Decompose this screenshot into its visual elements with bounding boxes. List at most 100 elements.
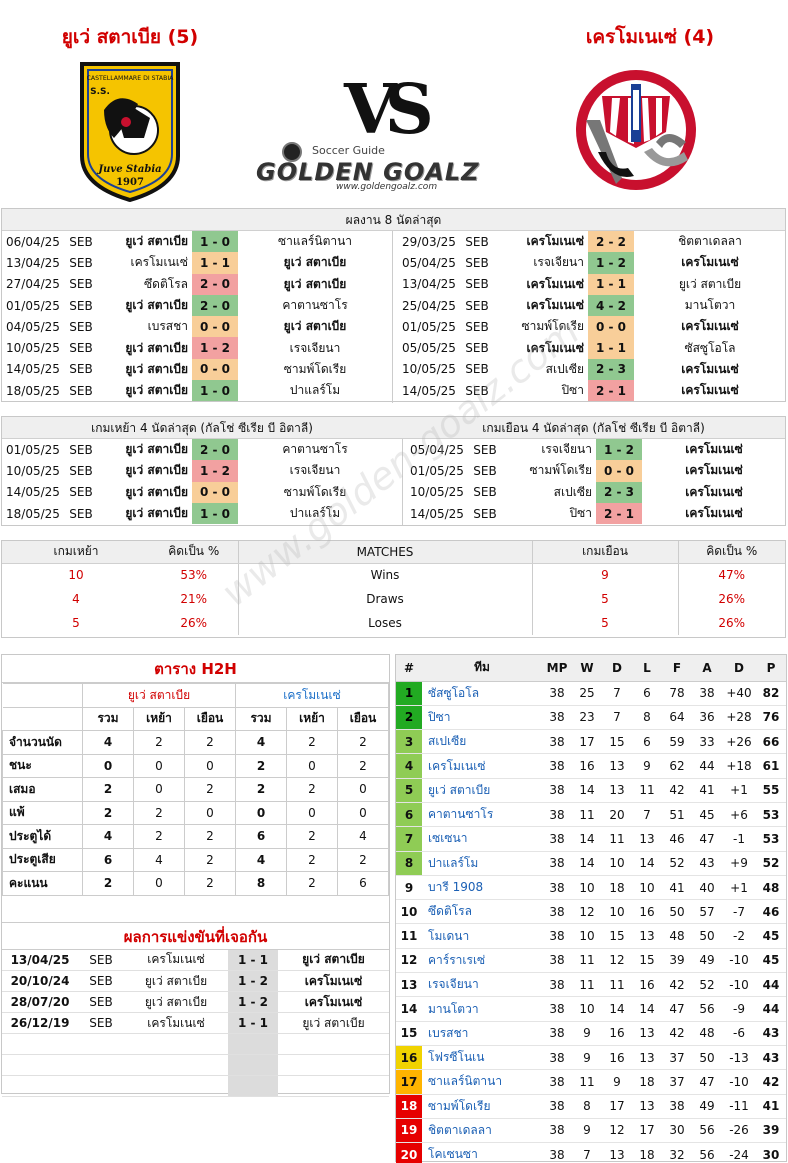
standings-row[interactable]: 17 ซาแลร์นิตานา 38 11 9 18 37 47 -10 42 bbox=[396, 1069, 786, 1095]
result-team-1: สเปเซีย bbox=[553, 484, 592, 499]
standings-team-link[interactable]: ซาแลร์นิตานา bbox=[422, 1069, 542, 1095]
standings-a: 56 bbox=[692, 996, 722, 1022]
standings-team-link[interactable]: มานโตวา bbox=[422, 996, 542, 1022]
standings-row[interactable]: 9 บารี 1908 38 10 18 10 41 40 +1 48 bbox=[396, 875, 786, 901]
standings-team-link[interactable]: คาตานซาโร bbox=[422, 802, 542, 828]
h2h-value: 2 bbox=[184, 730, 236, 755]
standings-team-link[interactable]: ยูเว่ สตาเบีย bbox=[422, 778, 542, 803]
meeting-team-2: เครโมเนเซ่ bbox=[278, 991, 389, 1013]
result-team-2: ซามพ์โดเรีย bbox=[283, 484, 347, 499]
home-logo-text-ss: S.S. bbox=[90, 87, 110, 97]
standings-row[interactable]: 14 มานโตวา 38 10 14 14 47 56 -9 44 bbox=[396, 996, 786, 1022]
standings-team-link[interactable]: บารี 1908 bbox=[422, 875, 542, 901]
standings-team-link[interactable]: ปิซา bbox=[422, 705, 542, 731]
standings-f: 62 bbox=[662, 753, 692, 779]
h2h-value: 2 bbox=[184, 871, 236, 896]
standings-row[interactable]: 8 ปาแลร์โม 38 14 10 14 52 43 +9 52 bbox=[396, 851, 786, 876]
summary-label: Draws bbox=[237, 587, 533, 611]
result-team-2: เครโมเนเซ่ bbox=[681, 383, 739, 398]
meeting-team-2: เครโมเนเซ่ bbox=[278, 970, 389, 992]
result-team-2: ซามพ์โดเรีย bbox=[283, 361, 347, 376]
result-team-1: ซึดติโรล bbox=[144, 276, 188, 291]
empty-cell bbox=[278, 1033, 389, 1055]
result-league: SEB bbox=[69, 319, 93, 334]
standings-w: 14 bbox=[572, 826, 602, 852]
standings-row[interactable]: 13 เรจเจียนา 38 11 11 16 42 52 -10 44 bbox=[396, 972, 786, 998]
match-header: ยูเว่ สตาเบีย (5) เครโมเนเซ่ (4) CASTELL… bbox=[0, 0, 788, 208]
standings-points: 46 bbox=[756, 899, 786, 925]
standings-team-link[interactable]: โคเซนซา bbox=[422, 1142, 542, 1163]
standings-row[interactable]: 1 ซัสซูโอโล 38 25 7 6 78 38 +40 82 bbox=[396, 681, 786, 706]
league-standings-panel: # ทีม MP W D L F A D P 1 ซัสซูโอโล 38 25 7 6 78 38 +40 82 2… bbox=[395, 654, 787, 1163]
standings-rank: 1 bbox=[396, 681, 422, 706]
standings-mp: 38 bbox=[542, 923, 572, 949]
empty-cell bbox=[78, 1054, 124, 1076]
standings-team-link[interactable]: ซามพ์โดเรีย bbox=[422, 1094, 542, 1119]
standings-w: 10 bbox=[572, 996, 602, 1022]
standings-header: A bbox=[692, 655, 722, 682]
result-team-1: เครโมเนเซ่ bbox=[526, 276, 584, 291]
standings-row[interactable]: 15 เบรสชา 38 9 16 13 42 48 -6 43 bbox=[396, 1021, 786, 1046]
standings-team-link[interactable]: เบรสชา bbox=[422, 1021, 542, 1046]
result-date: 29/03/25 bbox=[402, 234, 456, 249]
standings-row[interactable]: 2 ปิซา 38 23 7 8 64 36 +28 76 bbox=[396, 705, 786, 731]
result-row: 13/04/25 SEB เครโมเนเซ่ 1 - 1 ยูเว่ สตาเบีย bbox=[2, 252, 392, 274]
standings-row[interactable]: 12 คาร์ราเรเซ่ 38 11 12 15 39 49 -10 45 bbox=[396, 948, 786, 974]
result-team-1: ปิซา bbox=[569, 506, 593, 521]
standings-row[interactable]: 5 ยูเว่ สตาเบีย 38 14 13 11 42 41 +1 55 bbox=[396, 778, 786, 803]
standings-team-link[interactable]: โฟรซีโนเน bbox=[422, 1045, 542, 1071]
standings-mp: 38 bbox=[542, 1021, 572, 1046]
standings-team-link[interactable]: เซเซนา bbox=[422, 826, 542, 852]
h2h-value: 0 bbox=[184, 753, 236, 778]
standings-team-link[interactable]: ชิตตาเดลลา bbox=[422, 1118, 542, 1144]
standings-gd: +1 bbox=[722, 875, 756, 901]
h2h-value: 4 bbox=[337, 824, 389, 849]
meeting-team-1: ยูเว่ สตาเบีย bbox=[124, 970, 228, 992]
meetings-table: 13/04/25 SEB เครโมเนเซ่ 1 - 1 ยูเว่ สตาเบีย 2… bbox=[2, 949, 389, 1097]
result-league: SEB bbox=[465, 362, 489, 377]
standings-f: 50 bbox=[662, 899, 692, 925]
summary-row: 4 21% Draws 5 26% bbox=[2, 587, 785, 611]
h2h-value: 2 bbox=[133, 800, 185, 825]
h2h-value: 0 bbox=[337, 800, 389, 825]
standings-mp: 38 bbox=[542, 1045, 572, 1071]
meeting-row: 26/12/19 SEB เครโมเนเซ่ 1 - 1 ยูเว่ สตาเบีย bbox=[2, 1012, 389, 1034]
standings-team-link[interactable]: ซัสซูโอโล bbox=[422, 681, 542, 706]
standings-row[interactable]: 3 สเปเซีย 38 17 15 6 59 33 +26 66 bbox=[396, 729, 786, 755]
standings-row[interactable]: 16 โฟรซีโนเน 38 9 16 13 37 50 -13 43 bbox=[396, 1045, 786, 1071]
h2h-value: 2 bbox=[337, 847, 389, 872]
home-logo-text-year: 1907 bbox=[116, 177, 144, 188]
standings-row[interactable]: 6 คาตานซาโร 38 11 20 7 51 45 +6 53 bbox=[396, 802, 786, 828]
standings-team-link[interactable]: เครโมเนเซ่ bbox=[422, 753, 542, 779]
standings-row[interactable]: 19 ชิตตาเดลลา 38 9 12 17 30 56 -26 39 bbox=[396, 1118, 786, 1144]
result-row: 01/05/25 SEB ซามพ์โดเรีย 0 - 0 เครโมเนเซ่ bbox=[406, 460, 786, 482]
standings-d: 15 bbox=[602, 729, 632, 755]
standings-a: 52 bbox=[692, 972, 722, 998]
result-team-2: ปาแลร์โม bbox=[289, 506, 341, 521]
result-row: 18/05/25 SEB ยูเว่ สตาเบีย 1 - 0 ปาแลร์โม bbox=[2, 380, 392, 402]
standings-a: 57 bbox=[692, 899, 722, 925]
meeting-row-empty bbox=[2, 1033, 389, 1055]
standings-team-link[interactable]: เรจเจียนา bbox=[422, 972, 542, 998]
h2h-row: จำนวนนัด 4 2 2 4 2 2 bbox=[2, 730, 389, 755]
result-league: SEB bbox=[473, 506, 497, 521]
h2h-value: 0 bbox=[133, 777, 185, 802]
standings-team-link[interactable]: สเปเซีย bbox=[422, 729, 542, 755]
standings-team-link[interactable]: โมเดนา bbox=[422, 923, 542, 949]
standings-row[interactable]: 4 เครโมเนเซ่ 38 16 13 9 62 44 +18 61 bbox=[396, 753, 786, 779]
standings-row[interactable]: 18 ซามพ์โดเรีย 38 8 17 13 38 49 -11 41 bbox=[396, 1094, 786, 1119]
standings-a: 47 bbox=[692, 826, 722, 852]
standings-team-link[interactable]: ปาแลร์โม bbox=[422, 851, 542, 876]
standings-row[interactable]: 10 ซึดติโรล 38 12 10 16 50 57 -7 46 bbox=[396, 899, 786, 925]
standings-row[interactable]: 7 เซเซนา 38 14 11 13 46 47 -1 53 bbox=[396, 826, 786, 852]
standings-a: 56 bbox=[692, 1118, 722, 1144]
standings-row[interactable]: 11 โมเดนา 38 10 15 13 48 50 -2 45 bbox=[396, 923, 786, 949]
standings-l: 13 bbox=[632, 826, 662, 852]
h2h-value: 4 bbox=[235, 847, 287, 872]
standings-team-link[interactable]: ซึดติโรล bbox=[422, 899, 542, 925]
result-team-2: เครโมเนเซ่ bbox=[681, 361, 739, 376]
standings-team-link[interactable]: คาร์ราเรเซ่ bbox=[422, 948, 542, 974]
standings-row[interactable]: 20 โคเซนซา 38 7 13 18 32 56 -24 30 bbox=[396, 1142, 786, 1163]
standings-d: 15 bbox=[602, 923, 632, 949]
h2h-value: 0 bbox=[286, 753, 338, 778]
